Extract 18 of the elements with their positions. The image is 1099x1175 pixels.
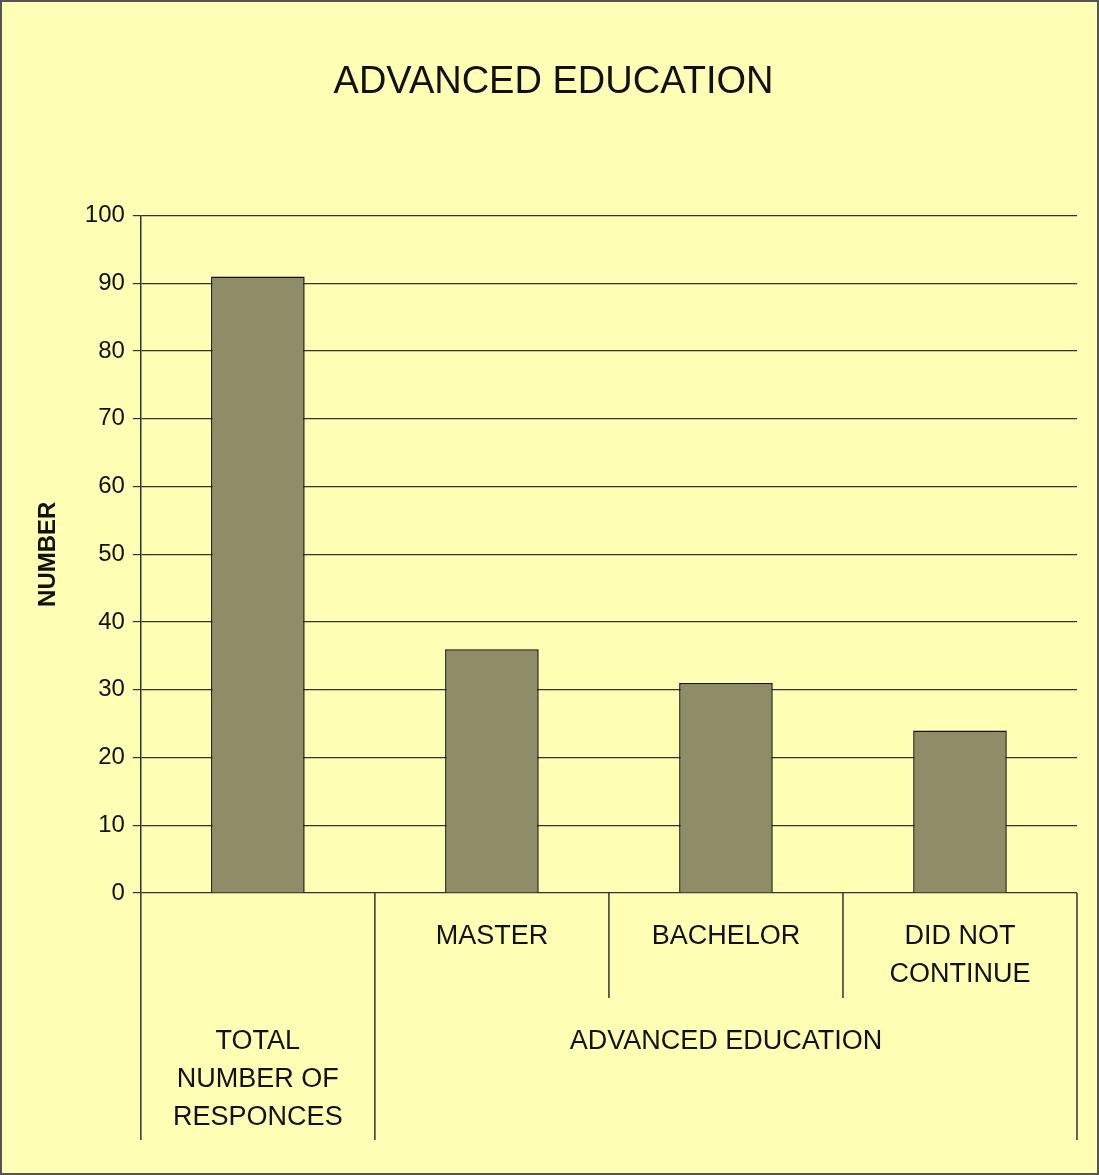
y-axis-title: NUMBER: [33, 501, 61, 607]
y-tick-label: 10: [98, 809, 125, 837]
y-tick-label: 40: [98, 606, 125, 634]
text: ADVANCED EDUCATION: [569, 1024, 883, 1055]
chart-title: ADVANCED EDUCATION: [333, 59, 774, 102]
y-tick-label: 50: [98, 538, 125, 566]
text: TOTAL NUMBER OF RESPONCES: [173, 1024, 343, 1131]
y-tick-label: 80: [98, 335, 125, 363]
y-tick-label: 100: [84, 200, 125, 228]
x-tick-label: BACHELOR: [651, 919, 801, 950]
y-tick-label: 60: [98, 471, 125, 499]
y-tick-label: 90: [98, 267, 125, 295]
x-tick-label: DID NOT CONTINUE: [889, 919, 1031, 988]
y-tick-label: 20: [98, 742, 125, 770]
y-tick-label: 70: [98, 403, 125, 431]
x-tick-label: MASTER: [435, 919, 549, 950]
y-tick-label: 30: [98, 674, 125, 702]
y-tick-label: 0: [111, 877, 125, 905]
